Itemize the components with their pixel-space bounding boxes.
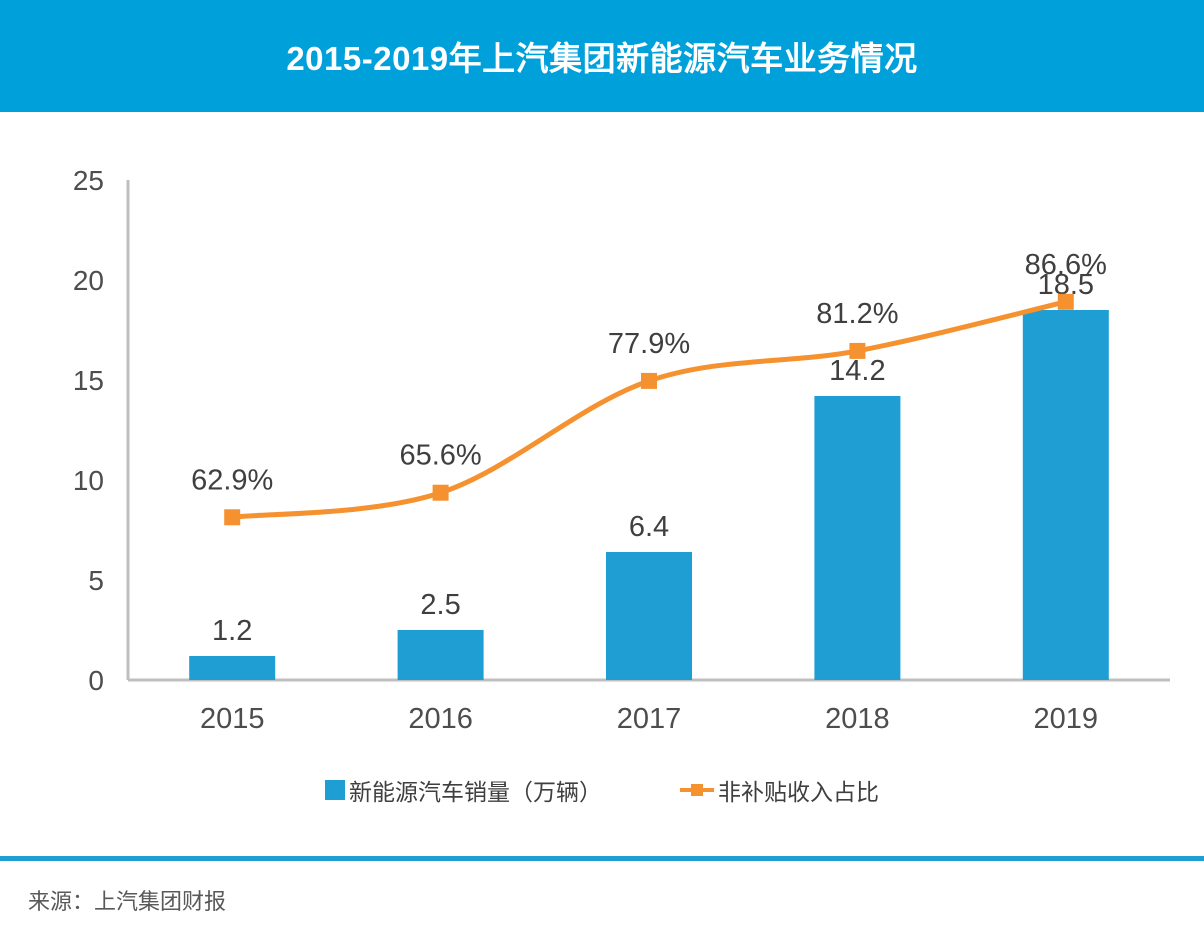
x-axis-label-2018: 2018 [825,703,890,735]
y-axis-tick-20: 20 [73,265,104,296]
ratio-marker-2019[interactable] [1057,293,1074,310]
y-axis-tick-25: 25 [73,165,104,196]
legend-item-ratio[interactable]: 非补贴收入占比 [680,773,879,807]
ratio-value-label-2016: 65.6% [399,440,481,472]
legend-line-swatch-icon [680,780,714,800]
ratio-marker-2017[interactable] [641,372,657,389]
page-title: 2015-2019年上汽集团新能源汽车业务情况 [286,40,918,77]
y-axis-tick-10: 10 [73,465,104,496]
ratio-marker-2015[interactable] [224,509,241,526]
legend-bar-swatch-icon [325,780,345,800]
legend-item-sales-label: 新能源汽车销量（万辆） [349,779,602,805]
bar-value-label-2015: 1.2 [212,615,252,647]
x-axis-label-2019: 2019 [1034,703,1099,735]
bar-2017[interactable] [606,552,692,680]
x-axis-label-2017: 2017 [617,703,682,735]
ratio-value-label-2017: 77.9% [608,328,690,360]
legend-item-sales[interactable]: 新能源汽车销量（万辆） [325,773,602,807]
ratio-value-label-2015: 62.9% [191,464,273,496]
source-note: 来源：上汽集团财报 [28,889,227,914]
footer-divider [0,856,1204,861]
bar-2018[interactable] [814,396,901,680]
ratio-marker-2016[interactable] [432,484,449,501]
bar-value-label-2017: 6.4 [629,511,669,543]
plot-area: 0 5 10 15 20 25 1.2 2.5 6.4 14.2 18.5 2015 2016 2017 2… [0,112,1204,752]
bar-2015[interactable] [189,656,276,680]
x-axis-label-2015: 2015 [200,703,265,735]
x-axis-label-2016: 2016 [408,703,473,735]
bar-2019[interactable] [1022,310,1109,680]
bar-2016[interactable] [397,630,484,680]
bar-value-label-2018: 14.2 [829,355,885,387]
ratio-value-label-2018: 81.2% [816,298,898,330]
bar-value-label-2016: 2.5 [420,589,460,621]
chart-legend: 新能源汽车销量（万辆） 非补贴收入占比 [0,762,1204,818]
ratio-value-label-2019: 86.6% [1025,249,1107,281]
title-band [0,0,1204,112]
y-axis-tick-15: 15 [73,365,104,396]
legend-item-ratio-label: 非补贴收入占比 [718,779,879,805]
ratio-marker-2018[interactable] [849,342,866,359]
y-axis-tick-5: 5 [88,565,104,596]
y-axis-tick-0: 0 [88,665,104,696]
